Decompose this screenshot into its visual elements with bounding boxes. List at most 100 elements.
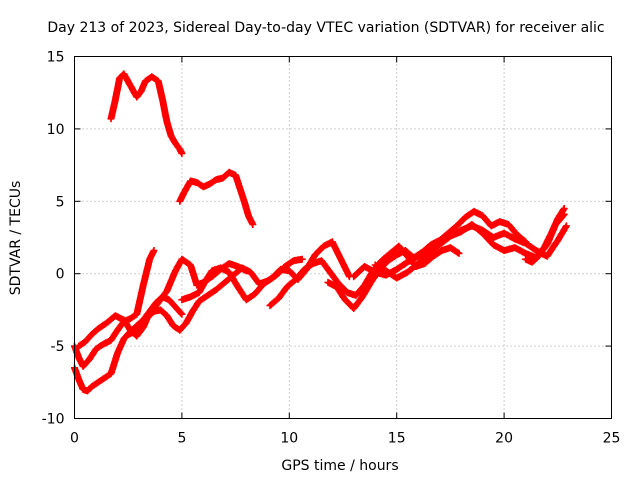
data-point: [268, 304, 272, 307]
data-point: [105, 321, 108, 325]
series-group: [71, 70, 570, 395]
data-point: [363, 265, 366, 268]
data-point: [142, 284, 145, 287]
data-point: [249, 271, 252, 274]
data-point: [238, 187, 242, 190]
x-tick-label: 0: [70, 431, 79, 447]
data-point: [457, 252, 461, 255]
data-point: [234, 174, 237, 177]
grid: [74, 56, 612, 419]
data-point: [88, 357, 91, 361]
data-point: [395, 253, 398, 257]
data-point: [251, 223, 254, 226]
data-point: [227, 262, 231, 265]
data-point: [556, 217, 559, 220]
data-point: [172, 324, 175, 328]
y-tick-label: -10: [42, 412, 65, 428]
data-point: [369, 281, 373, 284]
data-point: [133, 330, 136, 333]
data-point: [180, 152, 184, 155]
data-point: [247, 214, 250, 217]
data-point: [545, 255, 549, 258]
data-point: [116, 352, 119, 355]
data-point: [374, 271, 377, 274]
data-point: [101, 343, 104, 346]
data-point: [152, 310, 156, 313]
data-point: [178, 200, 181, 203]
data-point: [459, 229, 463, 232]
data-point: [292, 259, 295, 262]
data-point: [374, 263, 377, 267]
data-point: [288, 269, 291, 273]
data-point: [303, 268, 306, 271]
data-point: [279, 268, 282, 271]
chart-title: Day 213 of 2023, Sidereal Day-to-day VTE…: [47, 20, 604, 36]
data-point: [524, 258, 527, 261]
data-point: [311, 262, 315, 265]
data-point: [129, 84, 132, 87]
data-point: [210, 269, 214, 273]
data-point: [227, 271, 231, 274]
x-tick-label: 10: [280, 431, 298, 447]
y-tick-label: -5: [51, 339, 65, 355]
data-point: [114, 98, 117, 102]
data-point: [449, 234, 452, 238]
data-point: [438, 243, 441, 246]
data-point: [127, 333, 130, 336]
data-point: [524, 252, 527, 255]
y-tick-label: 10: [47, 122, 65, 138]
series-arc-2: [176, 168, 257, 228]
data-point: [513, 237, 517, 241]
x-tick-label: 15: [388, 431, 406, 447]
data-point: [535, 249, 538, 252]
data-point: [397, 244, 401, 248]
data-point: [352, 275, 355, 278]
series-arc-3: [71, 293, 186, 395]
data-point: [277, 297, 280, 300]
data-point: [543, 244, 547, 248]
data-point: [77, 344, 80, 348]
data-point: [116, 328, 119, 332]
series-markers: [71, 247, 158, 370]
data-point: [556, 239, 559, 242]
data-point: [363, 284, 366, 287]
data-point: [135, 95, 138, 99]
data-point: [180, 298, 184, 301]
series-arc-11: [371, 222, 570, 282]
data-point: [150, 75, 154, 78]
data-point: [189, 179, 192, 183]
data-point: [481, 229, 484, 232]
data-point: [242, 200, 246, 203]
data-point: [219, 266, 222, 270]
data-point: [492, 243, 495, 246]
data-point: [77, 378, 80, 381]
data-point: [440, 249, 444, 252]
data-point: [406, 260, 409, 264]
data-point: [165, 289, 169, 293]
data-point: [395, 268, 398, 271]
data-point: [174, 142, 177, 145]
y-axis-title: SDTVAR / TECUs: [8, 181, 24, 296]
data-point: [513, 246, 517, 249]
data-point: [77, 356, 80, 359]
data-point: [386, 259, 390, 262]
data-point: [502, 231, 506, 235]
x-tick-label: 25: [603, 431, 621, 447]
data-point: [227, 171, 231, 174]
data-point: [122, 72, 126, 76]
data-point: [118, 77, 121, 80]
series-arc-4: [71, 247, 158, 370]
series-arc-6: [124, 255, 306, 338]
data-point: [352, 307, 355, 310]
data-point: [202, 185, 205, 189]
data-point: [328, 271, 332, 274]
x-tick-label: 20: [495, 431, 513, 447]
data-point: [208, 182, 212, 186]
data-point: [563, 207, 566, 210]
data-point: [464, 216, 467, 219]
data-point: [215, 288, 218, 291]
data-point: [331, 240, 334, 244]
data-point: [361, 295, 364, 299]
data-point: [81, 365, 85, 368]
data-point: [114, 314, 117, 317]
